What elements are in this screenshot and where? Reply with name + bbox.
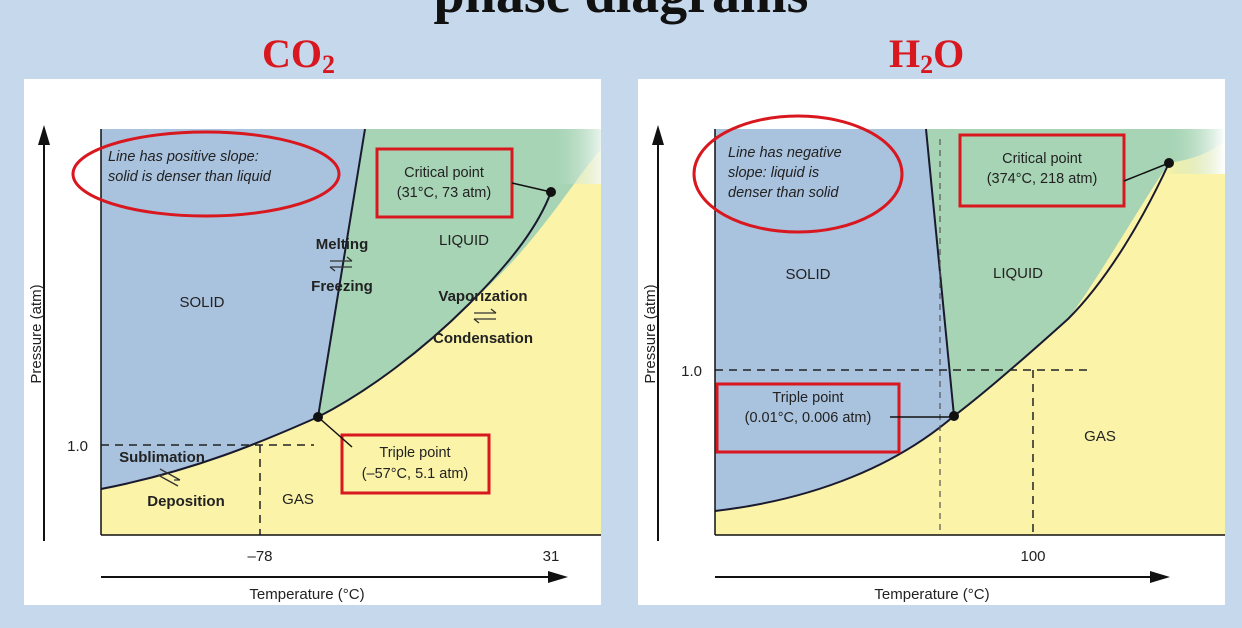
slide-heading: phase diagrams	[0, 0, 1242, 25]
critical-point-value: (31°C, 73 atm)	[397, 185, 491, 201]
y-axis-label: Pressure (atm)	[28, 284, 45, 383]
temperature-arrow-icon	[1150, 571, 1170, 583]
critical-point-marker	[546, 187, 556, 197]
triple-point-box	[715, 382, 901, 454]
equilibrium-arrows-icon	[329, 256, 353, 272]
y-axis-label: Pressure (atm)	[642, 284, 659, 383]
critical-point-value: (374°C, 218 atm)	[987, 171, 1098, 187]
critical-point-marker	[1164, 158, 1174, 168]
co2-phase-diagram: Pressure (atm) Temperature (°C) –78 31 1…	[24, 79, 601, 605]
temperature-arrow-icon	[548, 571, 568, 583]
liquid-label: LIQUID	[993, 265, 1043, 282]
equilibrium-arrows-icon	[157, 468, 181, 487]
triple-point-value: (–57°C, 5.1 atm)	[362, 466, 469, 482]
freezing-label: Freezing	[311, 278, 373, 295]
solid-label: SOLID	[785, 266, 830, 283]
triple-point-marker	[949, 411, 959, 421]
liquid-region	[318, 129, 601, 417]
equilibrium-arrows-icon	[473, 308, 497, 324]
vaporization-label: Vaporization	[438, 288, 527, 305]
critical-point-label: Critical point	[404, 165, 484, 181]
critical-point-box	[958, 133, 1126, 208]
slope-note-line1: Line has negative	[728, 145, 842, 161]
deposition-label: Deposition	[147, 493, 225, 510]
sublimation-curve	[100, 416, 319, 490]
co2-title: CO2	[262, 31, 335, 79]
tick-1-atm: 1.0	[681, 363, 702, 380]
slope-note-line3: denser than solid	[728, 185, 839, 201]
triple-point-box	[340, 433, 491, 495]
solid-region	[101, 129, 365, 489]
tick-31: 31	[543, 548, 560, 565]
triple-point-label: Triple point	[772, 390, 843, 406]
slope-note-line2: solid is denser than liquid	[108, 169, 272, 185]
slope-note-highlight	[71, 130, 341, 218]
h2o-title: H2O	[889, 31, 965, 79]
x-axis-label: Temperature (°C)	[249, 586, 364, 603]
solid-region	[715, 129, 954, 511]
slope-note-line1: Line has positive slope:	[108, 149, 259, 165]
solid-label: SOLID	[179, 294, 224, 311]
triple-point-marker	[313, 412, 323, 422]
condensation-label: Condensation	[433, 330, 533, 347]
slope-note-line2: slope: liquid is	[728, 165, 819, 181]
gas-label: GAS	[1084, 428, 1116, 445]
slope-note-highlight	[692, 114, 904, 234]
tick-1-atm: 1.0	[67, 438, 88, 455]
h2o-phase-diagram: Pressure (atm) Temperature (°C) 100 1.0 …	[638, 79, 1225, 605]
tick-100: 100	[1020, 548, 1045, 565]
critical-point-label: Critical point	[1002, 151, 1082, 167]
pressure-arrow-icon	[652, 125, 664, 145]
pressure-arrow-icon	[38, 125, 50, 145]
tick-minus78: –78	[247, 548, 272, 565]
sublimation-label: Sublimation	[119, 449, 205, 466]
liquid-label: LIQUID	[439, 232, 489, 249]
melting-label: Melting	[316, 236, 369, 253]
triple-point-value: (0.01°C, 0.006 atm)	[745, 410, 872, 426]
liquid-region	[926, 129, 1225, 416]
gas-label: GAS	[282, 491, 314, 508]
sublimation-curve	[714, 415, 955, 512]
melting-curve	[317, 128, 366, 418]
triple-point-label: Triple point	[379, 445, 450, 461]
vaporization-curve	[317, 191, 552, 418]
vaporization-curve	[953, 162, 1170, 417]
x-axis-label: Temperature (°C)	[874, 586, 989, 603]
